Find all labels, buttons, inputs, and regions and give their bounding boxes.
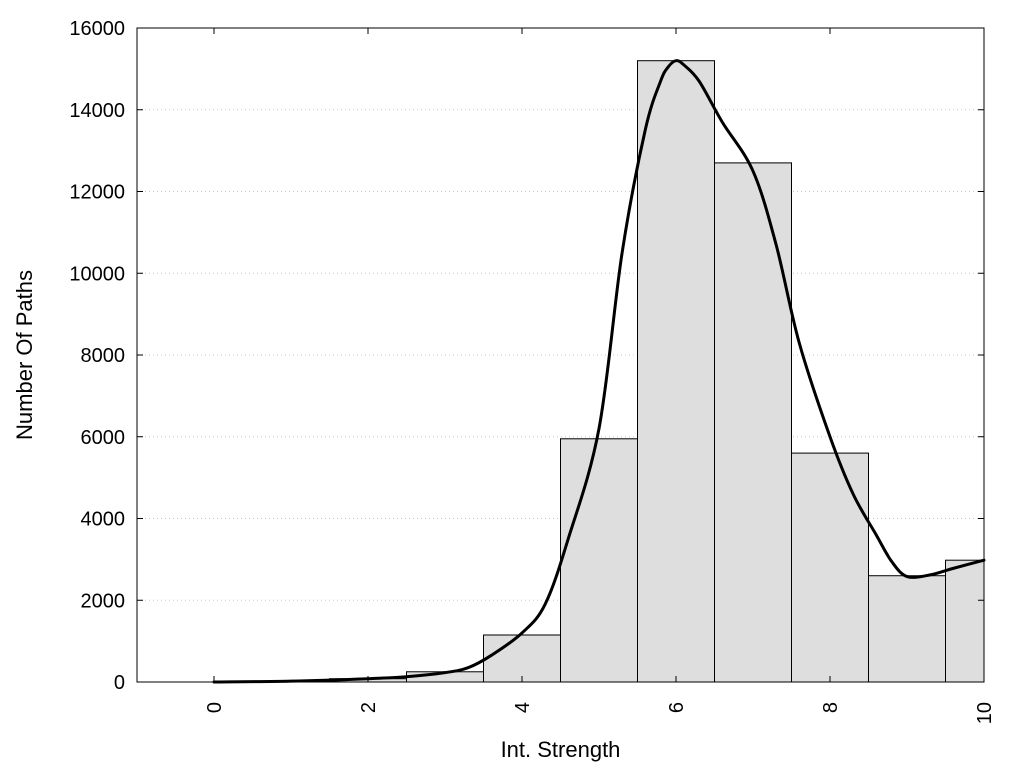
y-tick-label: 10000 bbox=[69, 263, 125, 285]
x-tick-label: 6 bbox=[666, 702, 688, 713]
histogram-bar bbox=[791, 452, 869, 683]
y-tick-label: 0 bbox=[114, 672, 125, 694]
histogram-bar bbox=[483, 634, 561, 683]
y-tick-label: 14000 bbox=[69, 100, 125, 122]
histogram-bar bbox=[945, 559, 985, 683]
y-tick-label: 2000 bbox=[81, 590, 126, 612]
x-tick-label: 4 bbox=[512, 702, 534, 713]
axis-ticks: 0 2000 4000 6000 8000 10000 12000 14000 16000 0 2 4… bbox=[69, 18, 996, 724]
histogram-bar bbox=[637, 60, 715, 683]
x-tick-label: 2 bbox=[358, 702, 380, 713]
y-tick-label: 4000 bbox=[81, 509, 126, 531]
x-tick-label: 0 bbox=[204, 702, 226, 713]
y-axis-title: Number Of Paths bbox=[12, 270, 37, 440]
density-curve bbox=[212, 59, 986, 684]
x-tick-label: 10 bbox=[974, 702, 996, 724]
histogram-bar bbox=[714, 162, 792, 683]
density-curve-line bbox=[212, 59, 986, 684]
histogram-bar bbox=[868, 575, 946, 683]
x-tick-label: 8 bbox=[820, 702, 842, 713]
histogram-bar bbox=[560, 438, 638, 683]
y-tick-label: 12000 bbox=[69, 182, 125, 204]
y-tick-label: 6000 bbox=[81, 427, 126, 449]
bars bbox=[329, 60, 985, 683]
x-axis-title: Int. Strength bbox=[501, 737, 621, 762]
y-tick-label: 8000 bbox=[81, 345, 126, 367]
y-tick-label: 16000 bbox=[69, 18, 125, 40]
